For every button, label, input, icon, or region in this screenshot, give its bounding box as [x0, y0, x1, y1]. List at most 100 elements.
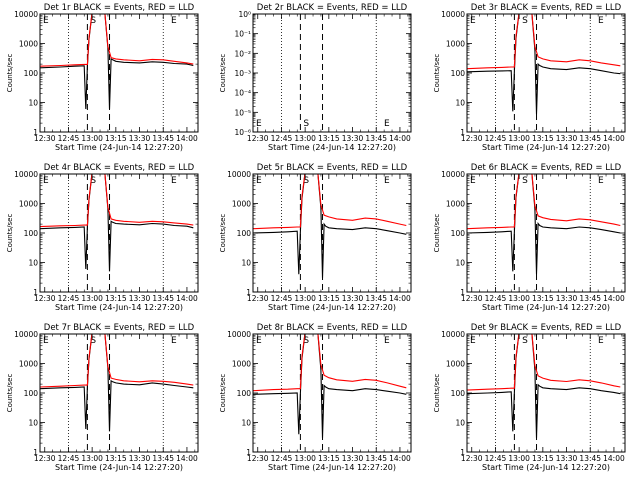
x-tick-label: 12:30 — [34, 454, 56, 463]
panel-det-4r: Det 4r BLACK = Events, RED = LLD E S E 1 10 10… — [6, 163, 199, 312]
marker-label-e: E — [43, 16, 49, 26]
x-tick-label: 13:00 — [508, 294, 530, 303]
y-tick-label: 1 — [33, 128, 38, 137]
x-tick-label: 12:45 — [58, 134, 80, 143]
y-tick-label: 10000 — [227, 330, 251, 339]
y-tick-label: 1 — [33, 448, 38, 457]
y-tick-label: 100 — [237, 229, 252, 238]
x-tick-label: 13:00 — [81, 294, 103, 303]
y-tick-label: 10 — [455, 419, 465, 428]
y-tick-label: 10000 — [14, 330, 38, 339]
x-tick-label: 13:00 — [294, 134, 316, 143]
y-tick-label: 10000 — [227, 170, 251, 179]
y-tick-label: 10 — [241, 259, 251, 268]
y-tick-label: 10 — [28, 259, 38, 268]
x-tick-label: 12:30 — [247, 454, 269, 463]
marker-label-e: E — [384, 336, 390, 346]
x-tick-label: 12:45 — [271, 454, 293, 463]
panel-title: Det 5r BLACK = Events, RED = LLD — [257, 163, 408, 173]
plot-frame — [252, 333, 412, 453]
x-tick-label: 14:00 — [603, 454, 625, 463]
y-tick-label: 100 — [237, 389, 252, 398]
x-tick-label: 14:00 — [176, 134, 198, 143]
y-tick-label: 10 — [28, 419, 38, 428]
x-tick-label: 13:45 — [579, 294, 601, 303]
x-tick-label: 13:45 — [365, 134, 387, 143]
x-tick-label: 13:45 — [152, 294, 174, 303]
y-tick-label: 1000 — [19, 40, 38, 49]
x-tick-label: 14:00 — [603, 294, 625, 303]
plot-frame — [466, 13, 626, 133]
marker-label-e: E — [598, 336, 604, 346]
marker-label-s: S — [522, 16, 528, 26]
y-tick-label: 100 — [24, 229, 39, 238]
x-tick-label: 13:00 — [81, 454, 103, 463]
x-tick-label: 12:45 — [485, 134, 507, 143]
marker-label-s: S — [303, 176, 309, 186]
x-tick-label: 12:30 — [461, 134, 483, 143]
x-tick-label: 12:30 — [247, 134, 269, 143]
series-line-events — [40, 14, 194, 110]
x-tick-label: 12:45 — [271, 134, 293, 143]
marker-label-s: S — [90, 336, 96, 346]
y-tick-label: 10⁻³ — [234, 69, 251, 78]
x-tick-label: 13:15 — [532, 454, 554, 463]
plot-frame — [39, 13, 199, 133]
plot-frame — [466, 173, 626, 293]
y-tick-label: 10000 — [14, 170, 38, 179]
marker-label-e: E — [256, 119, 262, 129]
y-axis-label: Counts/sec — [433, 374, 441, 413]
x-tick-label: 13:45 — [365, 294, 387, 303]
x-axis-label: Start Time (24-Jun-14 12:27:20) — [55, 143, 183, 152]
y-tick-label: 10⁰ — [238, 10, 251, 19]
x-tick-label: 13:00 — [294, 454, 316, 463]
series-line-lld — [253, 334, 407, 392]
y-axis-label: Counts/sec — [433, 214, 441, 253]
panel-det-3r: Det 3r BLACK = Events, RED = LLD E S E 1 10 10… — [433, 3, 626, 152]
marker-label-s: S — [522, 176, 528, 186]
x-tick-label: 13:45 — [365, 454, 387, 463]
x-tick-label: 13:15 — [532, 134, 554, 143]
panel-title: Det 7r BLACK = Events, RED = LLD — [44, 323, 195, 333]
x-tick-label: 14:00 — [176, 454, 198, 463]
series-line-lld — [467, 174, 621, 230]
x-tick-label: 13:00 — [81, 134, 103, 143]
x-tick-label: 12:30 — [461, 294, 483, 303]
x-tick-label: 12:30 — [461, 454, 483, 463]
x-tick-label: 14:00 — [603, 134, 625, 143]
marker-label-e: E — [171, 176, 177, 186]
series-line-events — [253, 174, 407, 278]
marker-label-e: E — [384, 119, 390, 129]
series-line-lld — [467, 14, 621, 70]
series-line-events — [467, 334, 621, 438]
y-tick-label: 10 — [455, 259, 465, 268]
x-tick-label: 13:30 — [129, 294, 151, 303]
x-tick-label: 12:45 — [271, 294, 293, 303]
panel-title: Det 4r BLACK = Events, RED = LLD — [44, 163, 195, 173]
x-tick-label: 12:30 — [34, 134, 56, 143]
y-tick-label: 10 — [241, 419, 251, 428]
y-axis-label: Counts/sec — [6, 54, 14, 93]
y-tick-label: 1000 — [232, 360, 251, 369]
series-line-events — [467, 14, 621, 115]
x-tick-label: 13:30 — [342, 294, 364, 303]
y-tick-label: 10000 — [14, 10, 38, 19]
x-axis-label: Start Time (24-Jun-14 12:27:20) — [268, 143, 396, 152]
x-tick-label: 13:15 — [318, 134, 340, 143]
y-tick-label: 100 — [24, 69, 39, 78]
series-line-events — [253, 334, 407, 438]
y-tick-label: 1000 — [446, 40, 465, 49]
y-tick-label: 1 — [246, 288, 251, 297]
y-tick-label: 10⁻² — [234, 49, 251, 58]
marker-label-e: E — [470, 16, 476, 26]
x-tick-label: 12:45 — [58, 454, 80, 463]
x-tick-label: 13:15 — [105, 134, 127, 143]
y-tick-label: 1 — [33, 288, 38, 297]
plot-frame — [39, 173, 199, 293]
y-axis-label: Counts/sec — [219, 214, 227, 253]
series-line-lld — [40, 174, 194, 228]
x-axis-label: Start Time (24-Jun-14 12:27:20) — [482, 143, 610, 152]
x-axis-label: Start Time (24-Jun-14 12:27:20) — [55, 463, 183, 472]
